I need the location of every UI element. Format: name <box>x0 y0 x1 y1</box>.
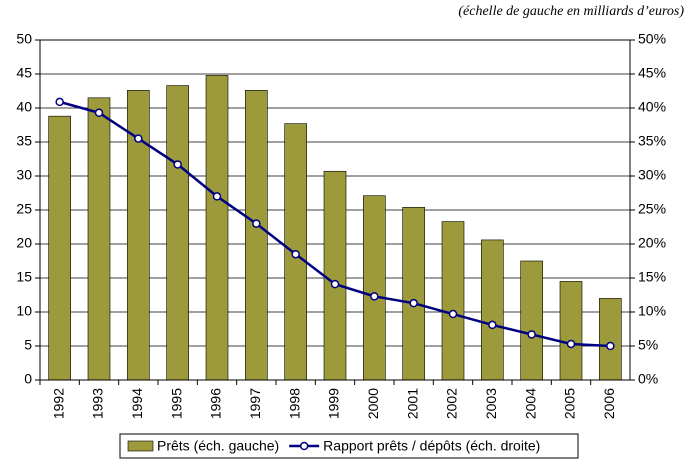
y-tick-label: 30 <box>16 167 32 183</box>
line-marker <box>527 330 536 339</box>
bar <box>323 170 347 381</box>
legend-swatch <box>127 440 154 452</box>
bar <box>48 115 71 381</box>
x-tick-label: 2005 <box>562 388 578 419</box>
line-marker <box>488 320 497 330</box>
y2-tick-label: 20% <box>638 235 666 251</box>
line-marker <box>606 341 615 351</box>
bar <box>559 281 583 381</box>
y-tick-label: 20 <box>16 235 32 251</box>
line-marker <box>330 279 340 289</box>
y-tick-label: 5 <box>24 337 32 353</box>
bar <box>245 90 268 381</box>
y-tick-label: 25 <box>16 201 32 217</box>
y2-tick-label: 25% <box>638 201 666 217</box>
bar <box>599 298 622 381</box>
y2-tick-label: 15% <box>638 269 666 285</box>
y-tick-label: 0 <box>24 371 32 387</box>
legend-marker <box>299 441 309 451</box>
bar <box>205 75 229 381</box>
line-marker <box>55 97 64 107</box>
x-tick-label: 2001 <box>404 388 420 419</box>
legend-box <box>119 433 579 459</box>
x-tick-label: 1994 <box>129 388 145 419</box>
y-tick-label: 45 <box>16 65 32 81</box>
x-tick-label: 1995 <box>168 388 184 419</box>
line-marker <box>212 192 222 201</box>
legend-label: Rapport prêts / dépôts (éch. droite) <box>323 438 540 454</box>
line-marker <box>291 249 300 259</box>
legend: Prêts (éch. gauche) Rapport prêts / dépôt… <box>119 433 579 459</box>
y2-tick-label: 35% <box>638 133 666 149</box>
bar <box>402 206 425 381</box>
y-tick-label: 40 <box>16 99 32 115</box>
bar <box>166 85 189 381</box>
y2-tick-label: 45% <box>638 65 666 81</box>
x-tick-label: 2004 <box>522 388 538 419</box>
bar <box>441 221 465 381</box>
y-tick-label: 50 <box>16 31 32 47</box>
y2-tick-label: 5% <box>638 337 658 353</box>
x-tick-label: 1998 <box>286 388 302 419</box>
y2-tick-label: 50% <box>638 31 666 47</box>
bar <box>363 195 386 381</box>
y-tick-label: 10 <box>16 303 32 319</box>
y2-tick-label: 30% <box>638 167 666 183</box>
x-tick-label: 2000 <box>365 388 381 419</box>
x-tick-label: 1993 <box>90 388 106 419</box>
plot-frame <box>39 39 631 381</box>
line-marker <box>370 292 379 301</box>
x-tick-label: 1997 <box>247 388 263 419</box>
x-tick-label: 2006 <box>601 388 617 419</box>
line-marker <box>134 134 143 143</box>
line-marker <box>448 309 458 319</box>
y2-tick-label: 10% <box>638 303 666 319</box>
annotation: (échelle de gauche en milliards d’euros) <box>458 4 684 19</box>
x-tick-label: 1999 <box>326 388 342 419</box>
y-tick-label: 35 <box>16 133 32 149</box>
x-tick-label: 2002 <box>444 388 460 419</box>
line-marker <box>173 160 182 169</box>
y-tick-label: 15 <box>16 269 32 285</box>
bar <box>520 260 543 381</box>
legend-label: Prêts (éch. gauche) <box>157 438 279 454</box>
x-tick-label: 1996 <box>208 388 224 419</box>
line-marker <box>252 219 261 228</box>
x-tick-label: 2003 <box>483 388 499 419</box>
bar <box>87 97 111 381</box>
line-marker <box>409 298 418 308</box>
y2-tick-label: 40% <box>638 99 666 115</box>
y2-tick-label: 0% <box>638 371 658 387</box>
x-tick-label: 1992 <box>50 388 66 419</box>
line-marker <box>566 339 576 349</box>
line-marker <box>94 108 104 118</box>
bar <box>481 239 504 381</box>
